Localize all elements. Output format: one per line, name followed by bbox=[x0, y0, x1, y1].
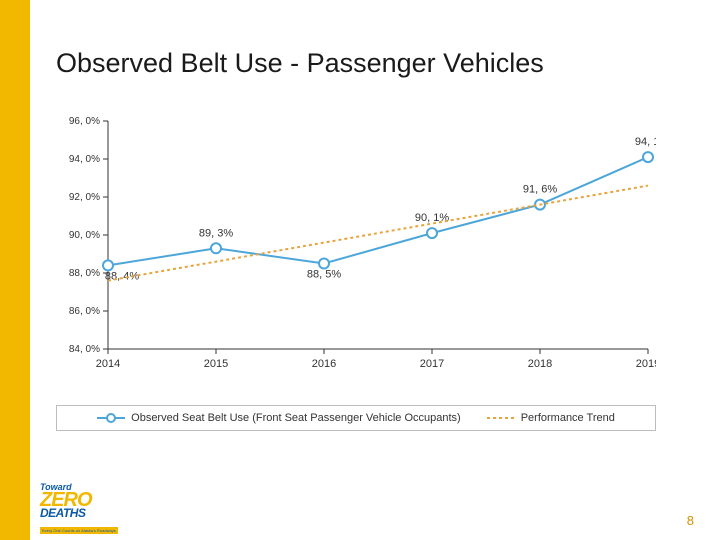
svg-text:2018: 2018 bbox=[528, 358, 552, 370]
svg-text:84, 0%: 84, 0% bbox=[69, 344, 100, 355]
legend-swatch-observed bbox=[97, 412, 125, 424]
svg-text:94, 0%: 94, 0% bbox=[69, 154, 100, 165]
svg-text:96, 0%: 96, 0% bbox=[69, 116, 100, 127]
accent-bar bbox=[0, 0, 30, 540]
svg-text:86, 0%: 86, 0% bbox=[69, 306, 100, 317]
svg-text:90, 0%: 90, 0% bbox=[69, 230, 100, 241]
content-area: Observed Belt Use - Passenger Vehicles 8… bbox=[56, 48, 690, 520]
svg-text:88, 5%: 88, 5% bbox=[307, 269, 341, 281]
svg-text:89, 3%: 89, 3% bbox=[199, 227, 233, 239]
svg-text:2016: 2016 bbox=[312, 358, 336, 370]
legend-swatch-trend bbox=[487, 412, 515, 424]
chart-legend: Observed Seat Belt Use (Front Seat Passe… bbox=[56, 405, 656, 431]
legend-item-observed: Observed Seat Belt Use (Front Seat Passe… bbox=[97, 412, 461, 424]
svg-text:2019: 2019 bbox=[636, 358, 656, 370]
chart-svg: 84, 0% 86, 0% 88, 0% 90, 0% 92, 0% 94, 0% 96, … bbox=[56, 113, 656, 383]
legend-label-trend: Performance Trend bbox=[521, 412, 615, 424]
toward-zero-deaths-logo: Toward ZERO DEATHS Every One Counts on A… bbox=[40, 482, 120, 530]
page-number: 8 bbox=[687, 513, 694, 528]
logo-tagline: Every One Counts on Alaska's Roadways bbox=[40, 527, 118, 534]
legend-item-trend: Performance Trend bbox=[487, 412, 615, 424]
svg-text:2014: 2014 bbox=[96, 358, 120, 370]
svg-text:88, 0%: 88, 0% bbox=[69, 268, 100, 279]
svg-text:92, 0%: 92, 0% bbox=[69, 192, 100, 203]
svg-text:94, 1%: 94, 1% bbox=[635, 136, 656, 148]
slide-page: Observed Belt Use - Passenger Vehicles 8… bbox=[0, 0, 720, 540]
svg-text:90, 1%: 90, 1% bbox=[415, 212, 449, 224]
legend-label-observed: Observed Seat Belt Use (Front Seat Passe… bbox=[131, 412, 461, 424]
svg-text:2017: 2017 bbox=[420, 358, 444, 370]
logo-line3: DEATHS bbox=[40, 508, 120, 519]
belt-use-chart: 84, 0% 86, 0% 88, 0% 90, 0% 92, 0% 94, 0% 96, … bbox=[56, 113, 656, 383]
page-title: Observed Belt Use - Passenger Vehicles bbox=[56, 48, 690, 79]
svg-text:2015: 2015 bbox=[204, 358, 228, 370]
svg-text:91, 6%: 91, 6% bbox=[523, 184, 557, 196]
